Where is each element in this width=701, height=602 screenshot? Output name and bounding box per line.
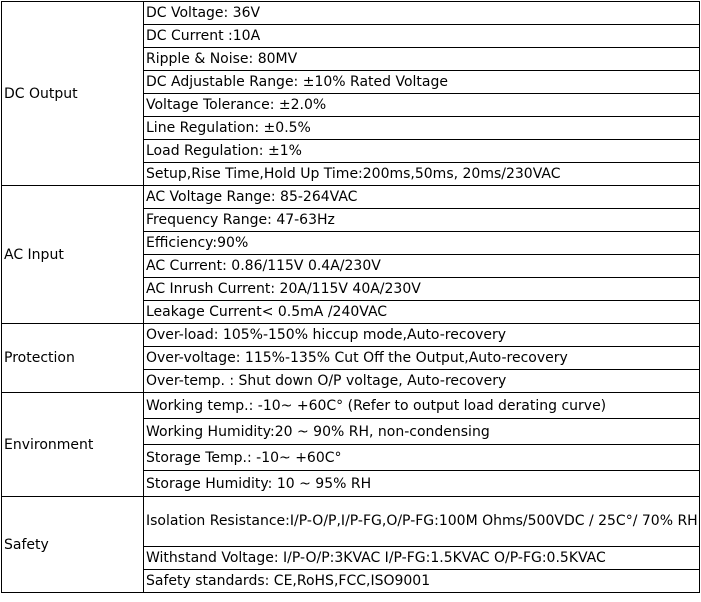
section-label-ac-input: AC Input: [1, 185, 144, 324]
spec-value: Working Humidity:20 ~ 90% RH, non-conden…: [143, 418, 700, 445]
table-row: DC Output DC Voltage: 36V: [1, 1, 700, 186]
section-label-environment: Environment: [1, 392, 144, 497]
table-row: Frequency Range: 47-63Hz: [2, 208, 700, 232]
table-row: Storage Temp.: -10~ +60C°: [2, 444, 700, 471]
spec-value: Safety standards: CE,RoHS,FCC,ISO9001: [143, 569, 700, 593]
spec-value: AC Current: 0.86/115V 0.4A/230V: [143, 254, 700, 278]
spec-value: Setup,Rise Time,Hold Up Time:200ms,50ms,…: [143, 162, 700, 186]
table-row: Efficiency:90%: [2, 231, 700, 255]
table-row: AC Current: 0.86/115V 0.4A/230V: [2, 254, 700, 278]
table-row: Storage Humidity: 10 ~ 95% RH: [2, 470, 700, 497]
spec-value: Withstand Voltage: I/P-O/P:3KVAC I/P-FG:…: [143, 546, 700, 570]
table-row: Safety standards: CE,RoHS,FCC,ISO9001: [2, 569, 700, 593]
spec-value: Efficiency:90%: [143, 231, 700, 255]
table-row: Voltage Tolerance: ±2.0%: [2, 93, 700, 117]
table-row: Over-temp. : Shut down O/P voltage, Auto…: [2, 369, 700, 393]
spec-value: Leakage Current< 0.5mA /240VAC: [143, 300, 700, 324]
spec-value: Load Regulation: ±1%: [143, 139, 700, 163]
table-row: AC Input AC Voltage Range: 85-264VAC: [1, 185, 700, 324]
spec-value: AC Inrush Current: 20A/115V 40A/230V: [143, 277, 700, 301]
spec-value: Ripple & Noise: 80MV: [143, 47, 700, 71]
spec-value: AC Voltage Range: 85-264VAC: [143, 185, 700, 209]
spec-value: Storage Temp.: -10~ +60C°: [143, 444, 700, 471]
spec-value: Over-temp. : Shut down O/P voltage, Auto…: [143, 369, 700, 393]
table-row: Safety Isolation Resistance:I/P-O/P,I/P-…: [1, 496, 700, 593]
spec-value: Over-voltage: 115%-135% Cut Off the Outp…: [143, 346, 700, 370]
table-row: Protection Over-load: 105%-150% hiccup m…: [1, 323, 700, 393]
table-row: Over-voltage: 115%-135% Cut Off the Outp…: [2, 346, 700, 370]
table-row: Setup,Rise Time,Hold Up Time:200ms,50ms,…: [2, 162, 700, 186]
spec-value: Voltage Tolerance: ±2.0%: [143, 93, 700, 117]
spec-value: DC Voltage: 36V: [143, 1, 700, 25]
table-row: DC Current :10A: [2, 24, 700, 48]
table-row: Load Regulation: ±1%: [2, 139, 700, 163]
spec-value: Line Regulation: ±0.5%: [143, 116, 700, 140]
section-label-dc-output: DC Output: [1, 1, 144, 186]
spec-value: Over-load: 105%-150% hiccup mode,Auto-re…: [143, 323, 700, 347]
spec-value: DC Adjustable Range: ±10% Rated Voltage: [143, 70, 700, 94]
spec-value: Frequency Range: 47-63Hz: [143, 208, 700, 232]
spec-value: Working temp.: -10~ +60C° (Refer to outp…: [143, 392, 700, 419]
section-label-protection: Protection: [1, 323, 144, 393]
spec-value: Isolation Resistance:I/P-O/P,I/P-FG,O/P-…: [143, 496, 700, 547]
table-row: Ripple & Noise: 80MV: [2, 47, 700, 71]
table-row: Working Humidity:20 ~ 90% RH, non-conden…: [2, 418, 700, 445]
table-row: Leakage Current< 0.5mA /240VAC: [2, 300, 700, 324]
table-row: AC Inrush Current: 20A/115V 40A/230V: [2, 277, 700, 301]
table-row: Environment Working temp.: -10~ +60C° (R…: [1, 392, 700, 497]
spec-value: DC Current :10A: [143, 24, 700, 48]
section-label-safety: Safety: [1, 496, 144, 593]
spec-value: Storage Humidity: 10 ~ 95% RH: [143, 470, 700, 497]
